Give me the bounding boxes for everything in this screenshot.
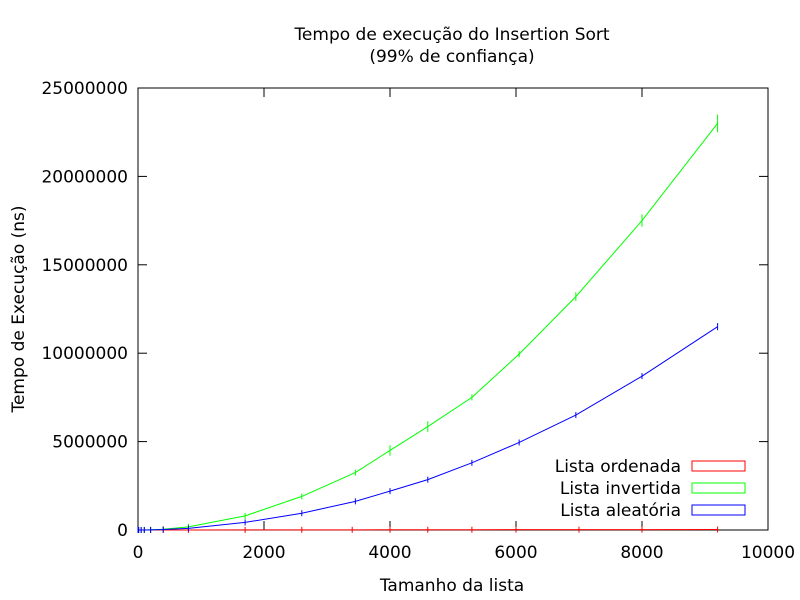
legend-swatch-0 xyxy=(691,460,746,472)
legend-swatch-2 xyxy=(691,504,746,516)
x-tick-label: 6000 xyxy=(494,543,537,563)
y-tick-label: 20000000 xyxy=(41,167,128,187)
series-layer xyxy=(137,114,719,533)
y-tick-label: 25000000 xyxy=(41,79,128,99)
chart-subtitle: (99% de confiança) xyxy=(369,47,534,67)
legend-label-1: Lista invertida xyxy=(560,479,681,499)
legend-label-2: Lista aleatória xyxy=(560,501,681,521)
x-tick-label: 2000 xyxy=(242,543,285,563)
legend-label-0: Lista ordenada xyxy=(555,457,681,477)
y-axis-ticks: 0 5000000 10000000 15000000 20000000 25000000 xyxy=(41,79,768,541)
x-tick-label: 8000 xyxy=(620,543,663,563)
y-tick-label: 0 xyxy=(117,521,128,541)
legend-swatch-1 xyxy=(691,482,746,494)
y-tick-label: 10000000 xyxy=(41,344,128,364)
x-tick-label: 10000 xyxy=(741,543,795,563)
x-tick-label: 0 xyxy=(133,543,144,563)
y-tick-label: 15000000 xyxy=(41,256,128,276)
chart-title: Tempo de execução do Insertion Sort xyxy=(293,25,609,45)
y-axis-label: Tempo de Execução (ns) xyxy=(9,205,29,413)
x-axis-ticks: 0 2000 4000 6000 8000 10000 xyxy=(133,88,795,563)
x-tick-label: 4000 xyxy=(368,543,411,563)
x-axis-label: Tamanho da lista xyxy=(379,576,524,596)
y-tick-label: 5000000 xyxy=(52,433,128,453)
